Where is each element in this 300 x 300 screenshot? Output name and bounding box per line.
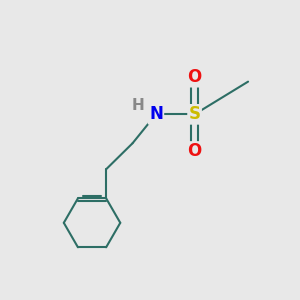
- Text: O: O: [188, 68, 202, 86]
- Text: S: S: [189, 105, 201, 123]
- Text: H: H: [132, 98, 145, 113]
- Text: N: N: [149, 105, 163, 123]
- Text: O: O: [188, 142, 202, 160]
